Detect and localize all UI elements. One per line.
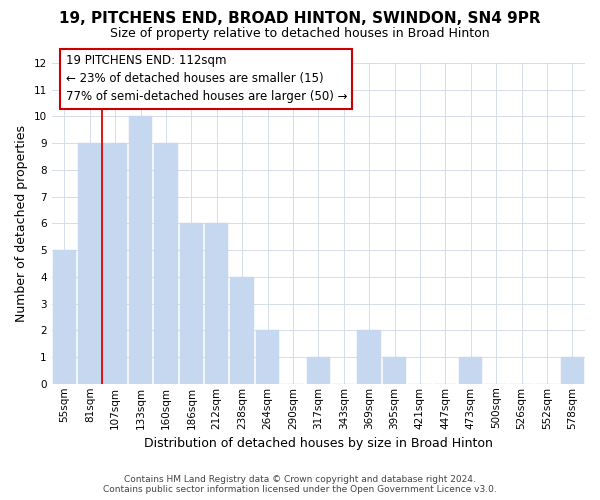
Bar	[560, 357, 584, 384]
Bar	[459, 357, 482, 384]
Y-axis label: Number of detached properties: Number of detached properties	[15, 125, 28, 322]
Bar	[78, 143, 101, 384]
Bar	[230, 277, 254, 384]
Bar	[179, 224, 203, 384]
Bar	[256, 330, 279, 384]
Text: 19 PITCHENS END: 112sqm
← 23% of detached houses are smaller (15)
77% of semi-de: 19 PITCHENS END: 112sqm ← 23% of detache…	[65, 54, 347, 104]
Bar	[205, 224, 229, 384]
Text: 19, PITCHENS END, BROAD HINTON, SWINDON, SN4 9PR: 19, PITCHENS END, BROAD HINTON, SWINDON,…	[59, 11, 541, 26]
Bar	[53, 250, 76, 384]
X-axis label: Distribution of detached houses by size in Broad Hinton: Distribution of detached houses by size …	[144, 437, 493, 450]
Bar	[129, 116, 152, 384]
Bar	[103, 143, 127, 384]
Bar	[383, 357, 406, 384]
Text: Size of property relative to detached houses in Broad Hinton: Size of property relative to detached ho…	[110, 27, 490, 40]
Bar	[154, 143, 178, 384]
Bar	[307, 357, 330, 384]
Bar	[358, 330, 381, 384]
Text: Contains HM Land Registry data © Crown copyright and database right 2024.
Contai: Contains HM Land Registry data © Crown c…	[103, 474, 497, 494]
